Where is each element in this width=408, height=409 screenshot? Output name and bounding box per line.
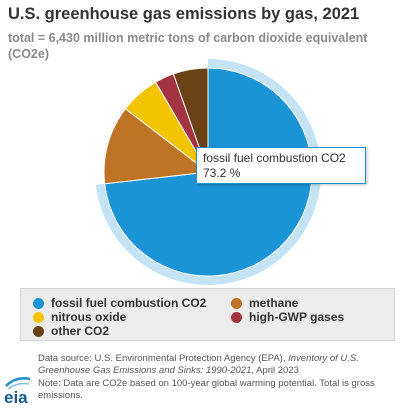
chart-subtitle: total = 6,430 million metric tons of car…	[8, 31, 368, 61]
legend-label: nitrous oxide	[51, 310, 127, 324]
legend-item-high-gwp-gases[interactable]: high-GWP gases	[231, 310, 344, 324]
legend-label: high-GWP gases	[249, 310, 345, 324]
source-title: Inventory of U.S. Greenhouse Gas Emissio…	[38, 353, 359, 377]
slice-tooltip: fossil fuel combustion CO2 73.2 %	[196, 147, 366, 184]
tooltip-value: 73.2 %	[203, 166, 241, 180]
legend-dot-icon	[33, 297, 44, 309]
source-suffix: , April 2023	[251, 365, 299, 377]
chart-footer: Data source: U.S. Environmental Protecti…	[38, 353, 400, 402]
legend-item-methane[interactable]: methane	[231, 296, 298, 310]
legend-dot-icon	[231, 311, 242, 323]
eia-logo: eia	[4, 377, 31, 406]
pie-slice-other-co2[interactable]	[172, 67, 209, 173]
legend-item-nitrous-oxide[interactable]: nitrous oxide	[33, 310, 126, 324]
legend-dot-icon	[231, 297, 242, 309]
pie-slice-methane[interactable]	[103, 108, 210, 185]
legend-item-fossil-fuel-combustion-co2[interactable]: fossil fuel combustion CO2	[33, 296, 206, 310]
legend-item-other-co2[interactable]: other CO2	[33, 324, 109, 338]
chart-legend: fossil fuel combustion CO2 methane nitro…	[20, 288, 395, 341]
legend-label: fossil fuel combustion CO2	[51, 296, 207, 310]
logo-text: eia	[4, 388, 28, 406]
legend-label: methane	[249, 296, 299, 310]
legend-dot-icon	[33, 311, 44, 323]
data-source: Data source: U.S. Environmental Protecti…	[38, 353, 400, 378]
source-prefix: Data source: U.S. Environmental Protecti…	[38, 353, 289, 364]
chart-title: U.S. greenhouse gas emissions by gas, 20…	[8, 5, 360, 23]
footer-note: Note: Data are CO2e based on 100-year gl…	[38, 377, 375, 401]
legend-dot-icon	[33, 325, 44, 337]
tooltip-label: fossil fuel combustion CO2	[203, 151, 346, 165]
legend-label: other CO2	[51, 324, 110, 338]
pie-chart	[95, 59, 321, 285]
